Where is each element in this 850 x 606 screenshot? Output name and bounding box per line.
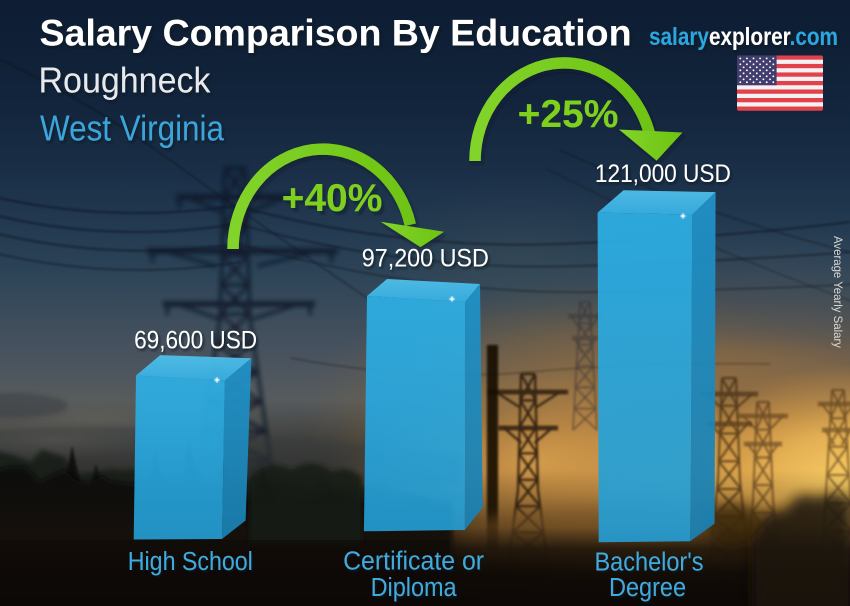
- svg-text:121,000 USD: 121,000 USD: [595, 160, 731, 188]
- svg-text:Salary Comparison By Education: Salary Comparison By Education: [40, 13, 632, 54]
- svg-text:+25%: +25%: [518, 93, 619, 136]
- svg-text:Degree: Degree: [609, 572, 686, 602]
- svg-text:Roughneck: Roughneck: [39, 60, 212, 101]
- svg-text:salaryexplorer.com: salaryexplorer.com: [649, 23, 838, 51]
- svg-text:Bachelor's: Bachelor's: [595, 547, 704, 577]
- svg-text:Average Yearly Salary: Average Yearly Salary: [831, 236, 845, 348]
- svg-text:Diploma: Diploma: [371, 572, 457, 602]
- svg-text:High School: High School: [128, 546, 253, 576]
- svg-text:97,200 USD: 97,200 USD: [362, 245, 489, 273]
- svg-text:West Virginia: West Virginia: [40, 108, 225, 149]
- svg-text:69,600 USD: 69,600 USD: [134, 327, 257, 355]
- svg-text:Certificate or: Certificate or: [343, 546, 484, 576]
- svg-text:+40%: +40%: [282, 177, 383, 220]
